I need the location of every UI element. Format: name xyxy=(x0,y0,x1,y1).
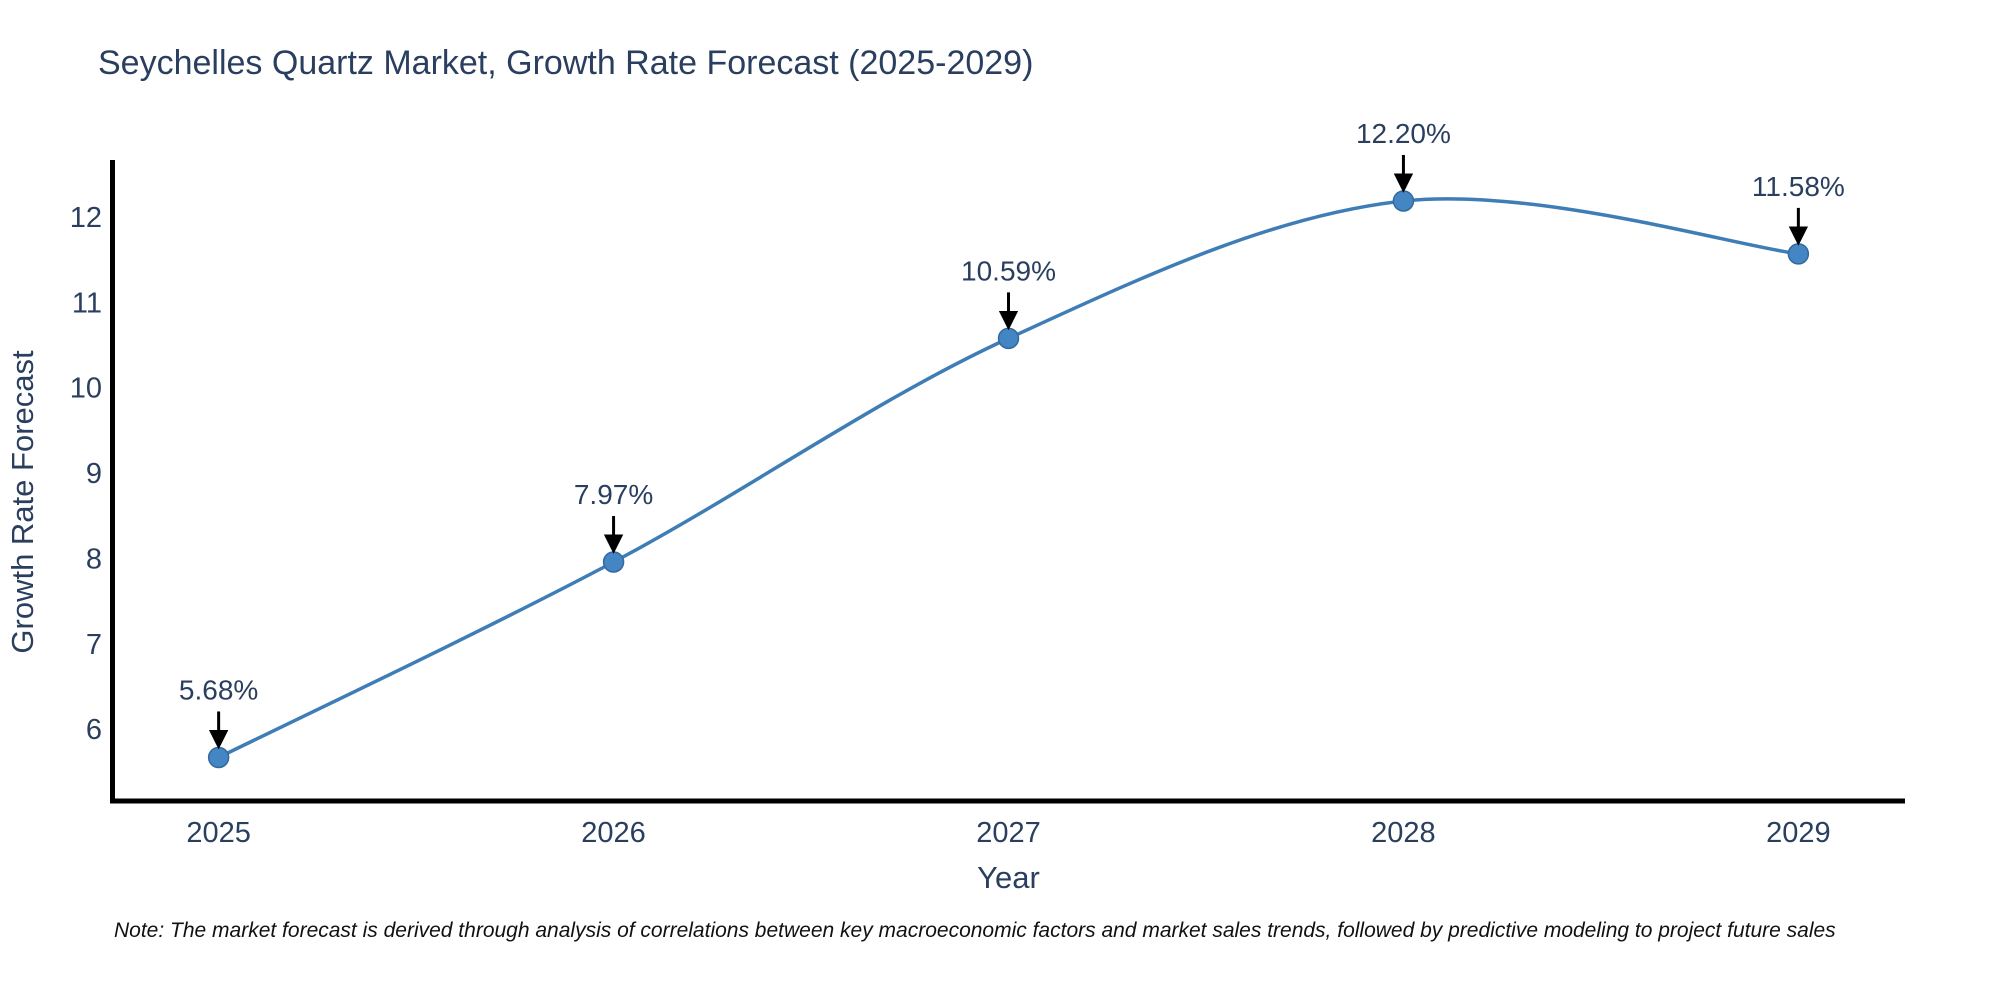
data-point-2028 xyxy=(1392,190,1415,212)
x-tick-label-2028: 2028 xyxy=(1371,817,1436,849)
x-tick-label-2029: 2029 xyxy=(1766,817,1831,849)
y-tick-label-11: 11 xyxy=(72,287,102,319)
data-point-2025 xyxy=(207,746,230,769)
point-label-2026: 7.97% xyxy=(574,479,653,510)
y-tick-label-9: 9 xyxy=(86,458,102,490)
x-tick-label-2025: 2025 xyxy=(186,817,251,849)
y-tick-label-12: 12 xyxy=(70,202,102,234)
y-tick-label-10: 10 xyxy=(70,373,102,405)
y-axis-title: Growth Rate Forecast xyxy=(5,350,40,654)
y-tick-label-7: 7 xyxy=(86,629,102,661)
footnote: Note: The market forecast is derived thr… xyxy=(114,919,1836,942)
y-tick-label-6: 6 xyxy=(86,714,102,746)
y-tick-label-8: 8 xyxy=(86,543,102,575)
point-label-2028: 12.20% xyxy=(1356,118,1451,149)
x-axis-title: Year xyxy=(977,860,1040,895)
x-tick-label-2026: 2026 xyxy=(581,817,646,849)
data-point-2027 xyxy=(997,327,1020,350)
data-point-2029 xyxy=(1787,243,1810,265)
data-point-2026 xyxy=(602,551,625,573)
x-tick-label-2027: 2027 xyxy=(976,817,1041,849)
point-label-2027: 10.59% xyxy=(961,255,1056,286)
chart-title: Seychelles Quartz Market, Growth Rate Fo… xyxy=(98,44,1034,82)
point-label-2025: 5.68% xyxy=(179,674,258,705)
point-label-2029: 11.58% xyxy=(1752,171,1845,202)
